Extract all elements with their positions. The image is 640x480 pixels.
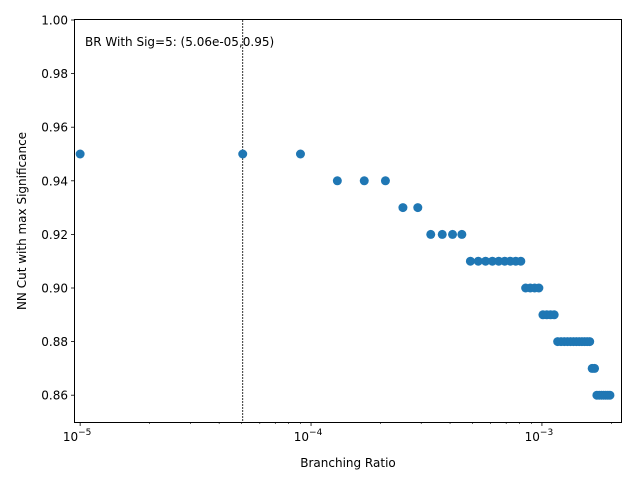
data-point bbox=[75, 149, 85, 159]
data-point bbox=[465, 256, 475, 266]
plot-content bbox=[75, 20, 615, 422]
y-tick-label: 0.94 bbox=[41, 174, 68, 188]
y-axis: 0.86 0.88 0.90 0.92 0.94 0.96 0.98 1.00 bbox=[41, 14, 75, 403]
data-point bbox=[457, 229, 467, 239]
y-tick-label: 0.96 bbox=[41, 121, 68, 135]
x-axis-title: Branching Ratio bbox=[300, 456, 396, 470]
data-point bbox=[590, 363, 600, 373]
data-point bbox=[448, 229, 458, 239]
data-point bbox=[585, 337, 595, 347]
data-point bbox=[295, 149, 305, 159]
x-tick-label: 10−3 bbox=[525, 428, 554, 444]
annotation-text: BR With Sig=5: (5.06e-05,0.95) bbox=[85, 35, 274, 49]
y-tick-label: 0.92 bbox=[41, 228, 68, 242]
data-point bbox=[534, 283, 544, 293]
y-axis-title: NN Cut with max Significance bbox=[15, 132, 29, 310]
y-tick-label: 0.86 bbox=[41, 389, 68, 403]
y-tick-label: 0.98 bbox=[41, 67, 68, 81]
data-point bbox=[473, 256, 483, 266]
data-point bbox=[487, 256, 497, 266]
x-axis: 10−5 10−4 10−3 bbox=[63, 422, 612, 444]
x-tick-label: 10−4 bbox=[294, 428, 323, 444]
data-point bbox=[332, 176, 342, 186]
data-point bbox=[380, 176, 390, 186]
data-point bbox=[426, 229, 436, 239]
data-point bbox=[437, 229, 447, 239]
y-tick-label: 1.00 bbox=[41, 14, 68, 28]
data-point bbox=[359, 176, 369, 186]
y-tick-label: 0.88 bbox=[41, 335, 68, 349]
data-point bbox=[413, 203, 423, 213]
data-point bbox=[238, 149, 248, 159]
data-point bbox=[605, 390, 615, 400]
plot-frame bbox=[74, 19, 622, 423]
x-tick-label: 10−5 bbox=[63, 428, 92, 444]
data-point bbox=[481, 256, 491, 266]
data-point bbox=[516, 256, 526, 266]
y-tick-label: 0.90 bbox=[41, 282, 68, 296]
data-point bbox=[549, 310, 559, 320]
data-point bbox=[398, 203, 408, 213]
